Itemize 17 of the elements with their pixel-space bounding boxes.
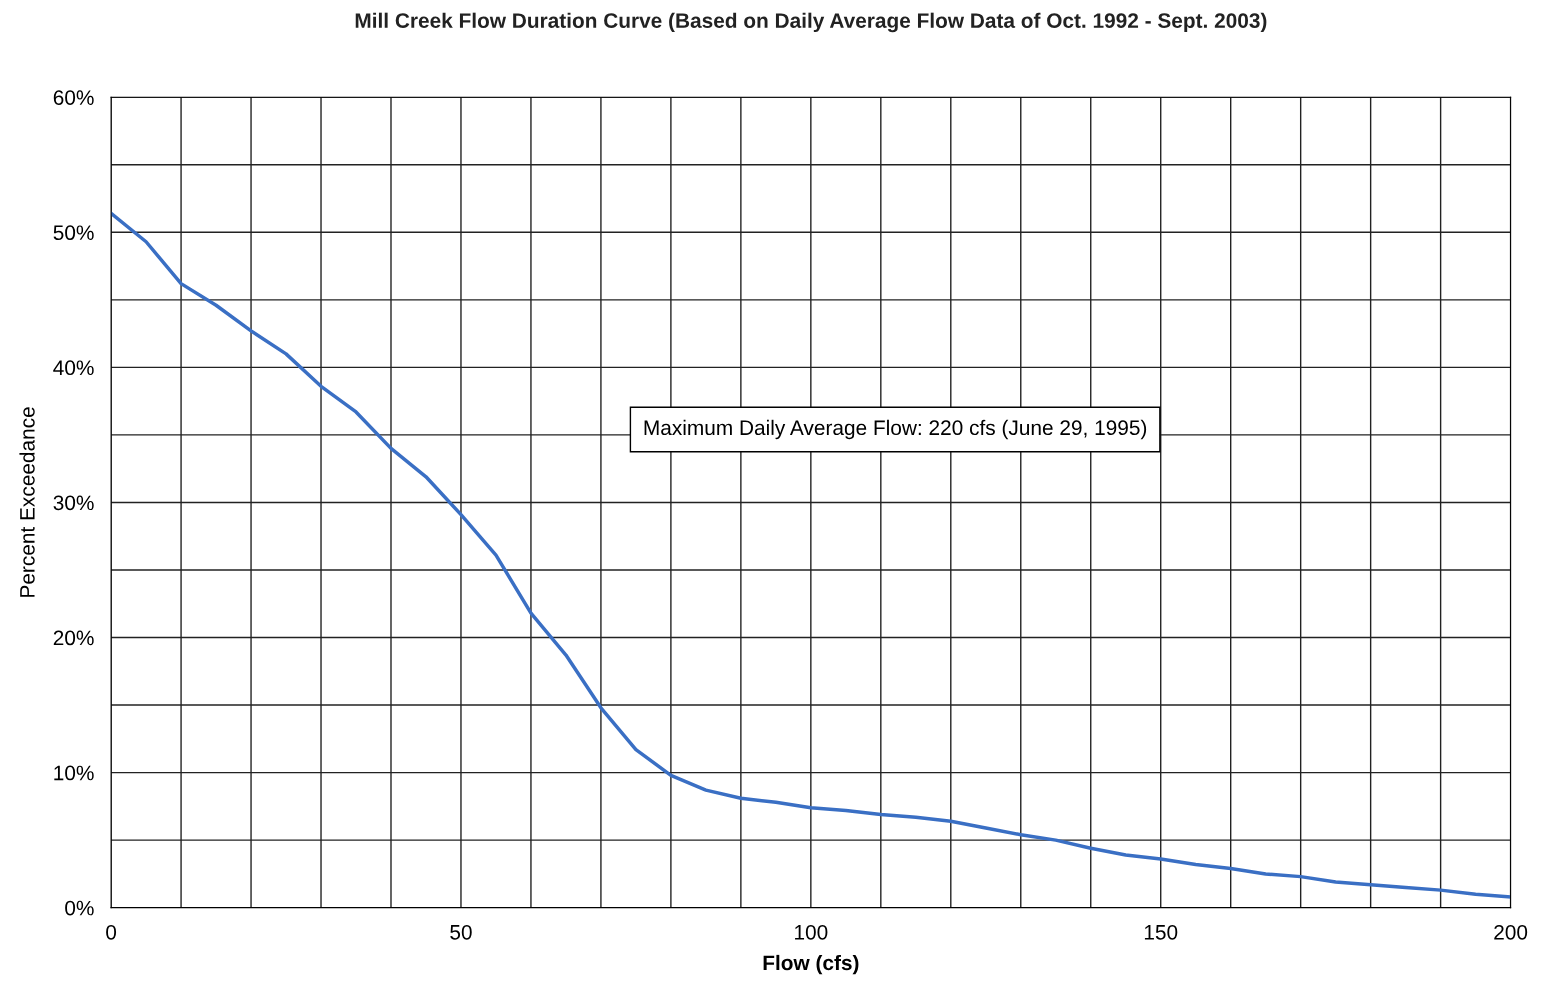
y-tick-label: 40% xyxy=(53,360,94,376)
chart-title: Mill Creek Flow Duration Curve (Based on Daily Average Flow Data of Oct. 1992 - Sept. 2003) xyxy=(355,12,1267,33)
y-tick-label: 30% xyxy=(53,495,94,511)
y-tick-label: 0% xyxy=(65,900,94,916)
x-axis-title: Flow (cfs) xyxy=(763,954,859,975)
y-tick-label: 50% xyxy=(53,225,94,241)
x-tick-label: 50 xyxy=(450,924,472,940)
y-tick-label: 60% xyxy=(53,90,94,105)
line-series xyxy=(111,211,1511,899)
x-tick-label: 0 xyxy=(106,924,117,940)
x-tick-label: 100 xyxy=(795,924,828,940)
x-tick-label: 200 xyxy=(1494,924,1528,940)
y-axis-title: Percent Exceedance xyxy=(19,407,35,597)
y-tick-label: 20% xyxy=(53,630,94,646)
annotation: Maximum Daily Average Flow: 220 cfs (June 29, 1995) xyxy=(644,419,1147,440)
y-tick-label: 10% xyxy=(54,765,94,781)
x-tick-label: 150 xyxy=(1144,924,1178,940)
